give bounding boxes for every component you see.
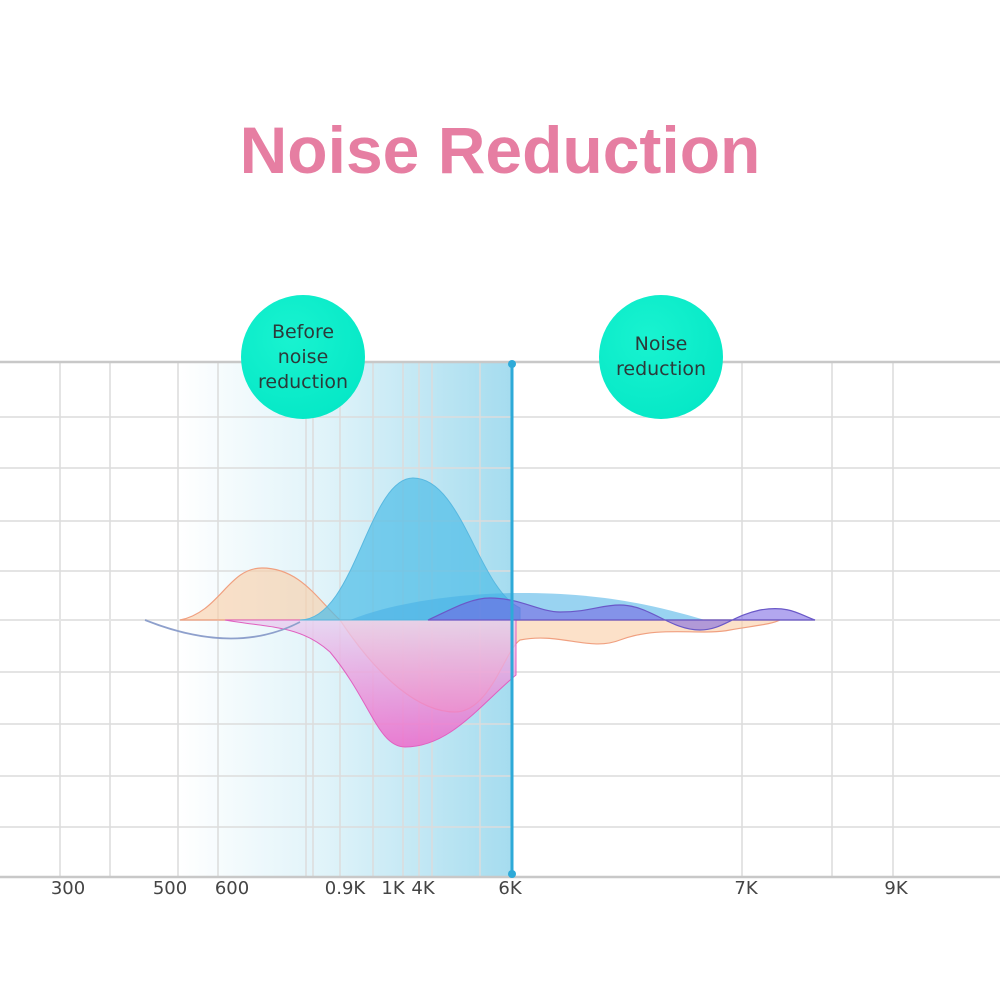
after-label: Noise reduction (615, 333, 707, 380)
wave-gray-line (144, 619, 301, 640)
x-tick: 9K (884, 878, 908, 899)
before-noise-reduction-badge: Before noise reduction (241, 295, 365, 419)
wave-pink (224, 619, 517, 748)
divider-handle-bottom[interactable] (508, 870, 516, 878)
wave-blue-peak (299, 477, 521, 621)
x-tick: 500 (152, 878, 188, 899)
x-tick: 1K (381, 878, 405, 899)
page-title: Noise Reduction (239, 113, 761, 187)
noise-reduction-badge: Noise reduction (599, 295, 723, 419)
x-tick: 600 (214, 878, 250, 899)
x-tick: 4K (411, 878, 435, 899)
x-tick: 6K (498, 878, 522, 899)
x-tick: 300 (50, 878, 86, 899)
divider-handle-top[interactable] (508, 360, 516, 368)
x-tick: 7K (734, 878, 758, 899)
x-tick: 0.9K (324, 878, 366, 899)
before-label: Before noise reduction (257, 320, 349, 393)
wave-purple (427, 597, 816, 631)
